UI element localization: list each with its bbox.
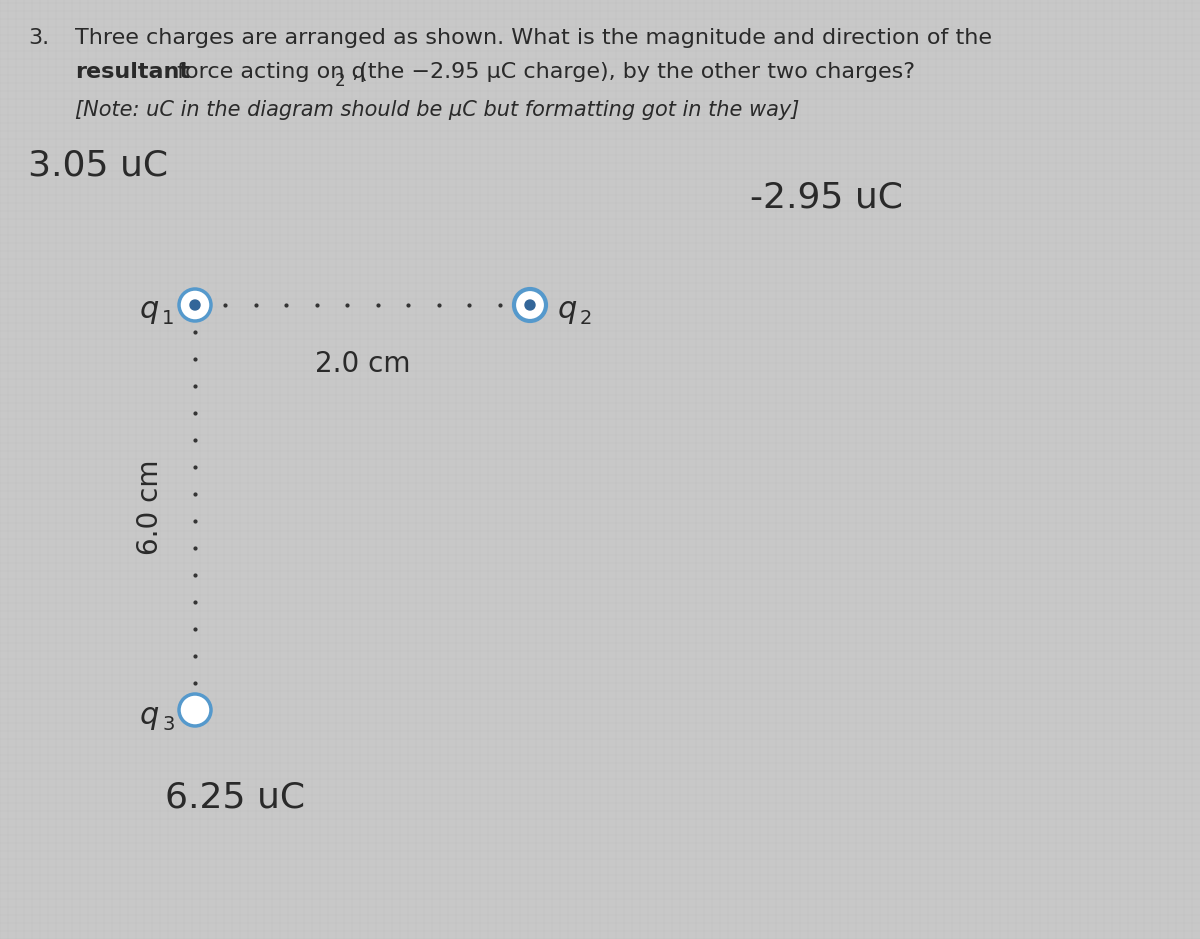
Circle shape [179,694,211,726]
Circle shape [514,289,546,321]
Text: 1: 1 [162,310,174,329]
Text: force acting on q: force acting on q [170,62,366,82]
Text: Three charges are arranged as shown. What is the magnitude and direction of the: Three charges are arranged as shown. Wha… [74,28,992,48]
Text: resultant: resultant [74,62,190,82]
Text: 6.0 cm: 6.0 cm [136,460,164,555]
Text: ,(the −2.95 μC charge), by the other two charges?: ,(the −2.95 μC charge), by the other two… [346,62,916,82]
Text: q: q [558,296,577,325]
Text: 2: 2 [335,72,346,90]
Text: 6.25 uC: 6.25 uC [166,780,305,814]
Text: 3: 3 [162,715,174,733]
Circle shape [526,300,535,310]
Text: 3.05 uC: 3.05 uC [28,148,168,182]
Circle shape [190,300,200,310]
Text: 2: 2 [580,310,593,329]
Text: 2.0 cm: 2.0 cm [314,350,410,378]
Text: -2.95 uC: -2.95 uC [750,180,904,214]
Text: [Note: uC in the diagram should be μC but formatting got in the way]: [Note: uC in the diagram should be μC bu… [74,100,799,120]
Circle shape [179,289,211,321]
Text: q: q [140,700,160,730]
Text: 3.: 3. [28,28,49,48]
Text: q: q [140,296,160,325]
